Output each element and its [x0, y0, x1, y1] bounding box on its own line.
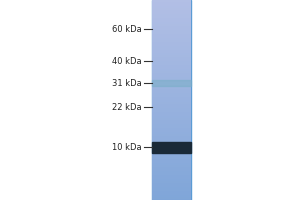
- Bar: [152, 80, 190, 86]
- Text: 40 kDa: 40 kDa: [112, 56, 142, 66]
- Text: 22 kDa: 22 kDa: [112, 102, 142, 112]
- Text: 10 kDa: 10 kDa: [112, 142, 142, 152]
- Bar: [152, 0, 190, 200]
- Bar: [152, 142, 190, 152]
- Text: 31 kDa: 31 kDa: [112, 78, 142, 88]
- Text: 60 kDa: 60 kDa: [112, 24, 142, 33]
